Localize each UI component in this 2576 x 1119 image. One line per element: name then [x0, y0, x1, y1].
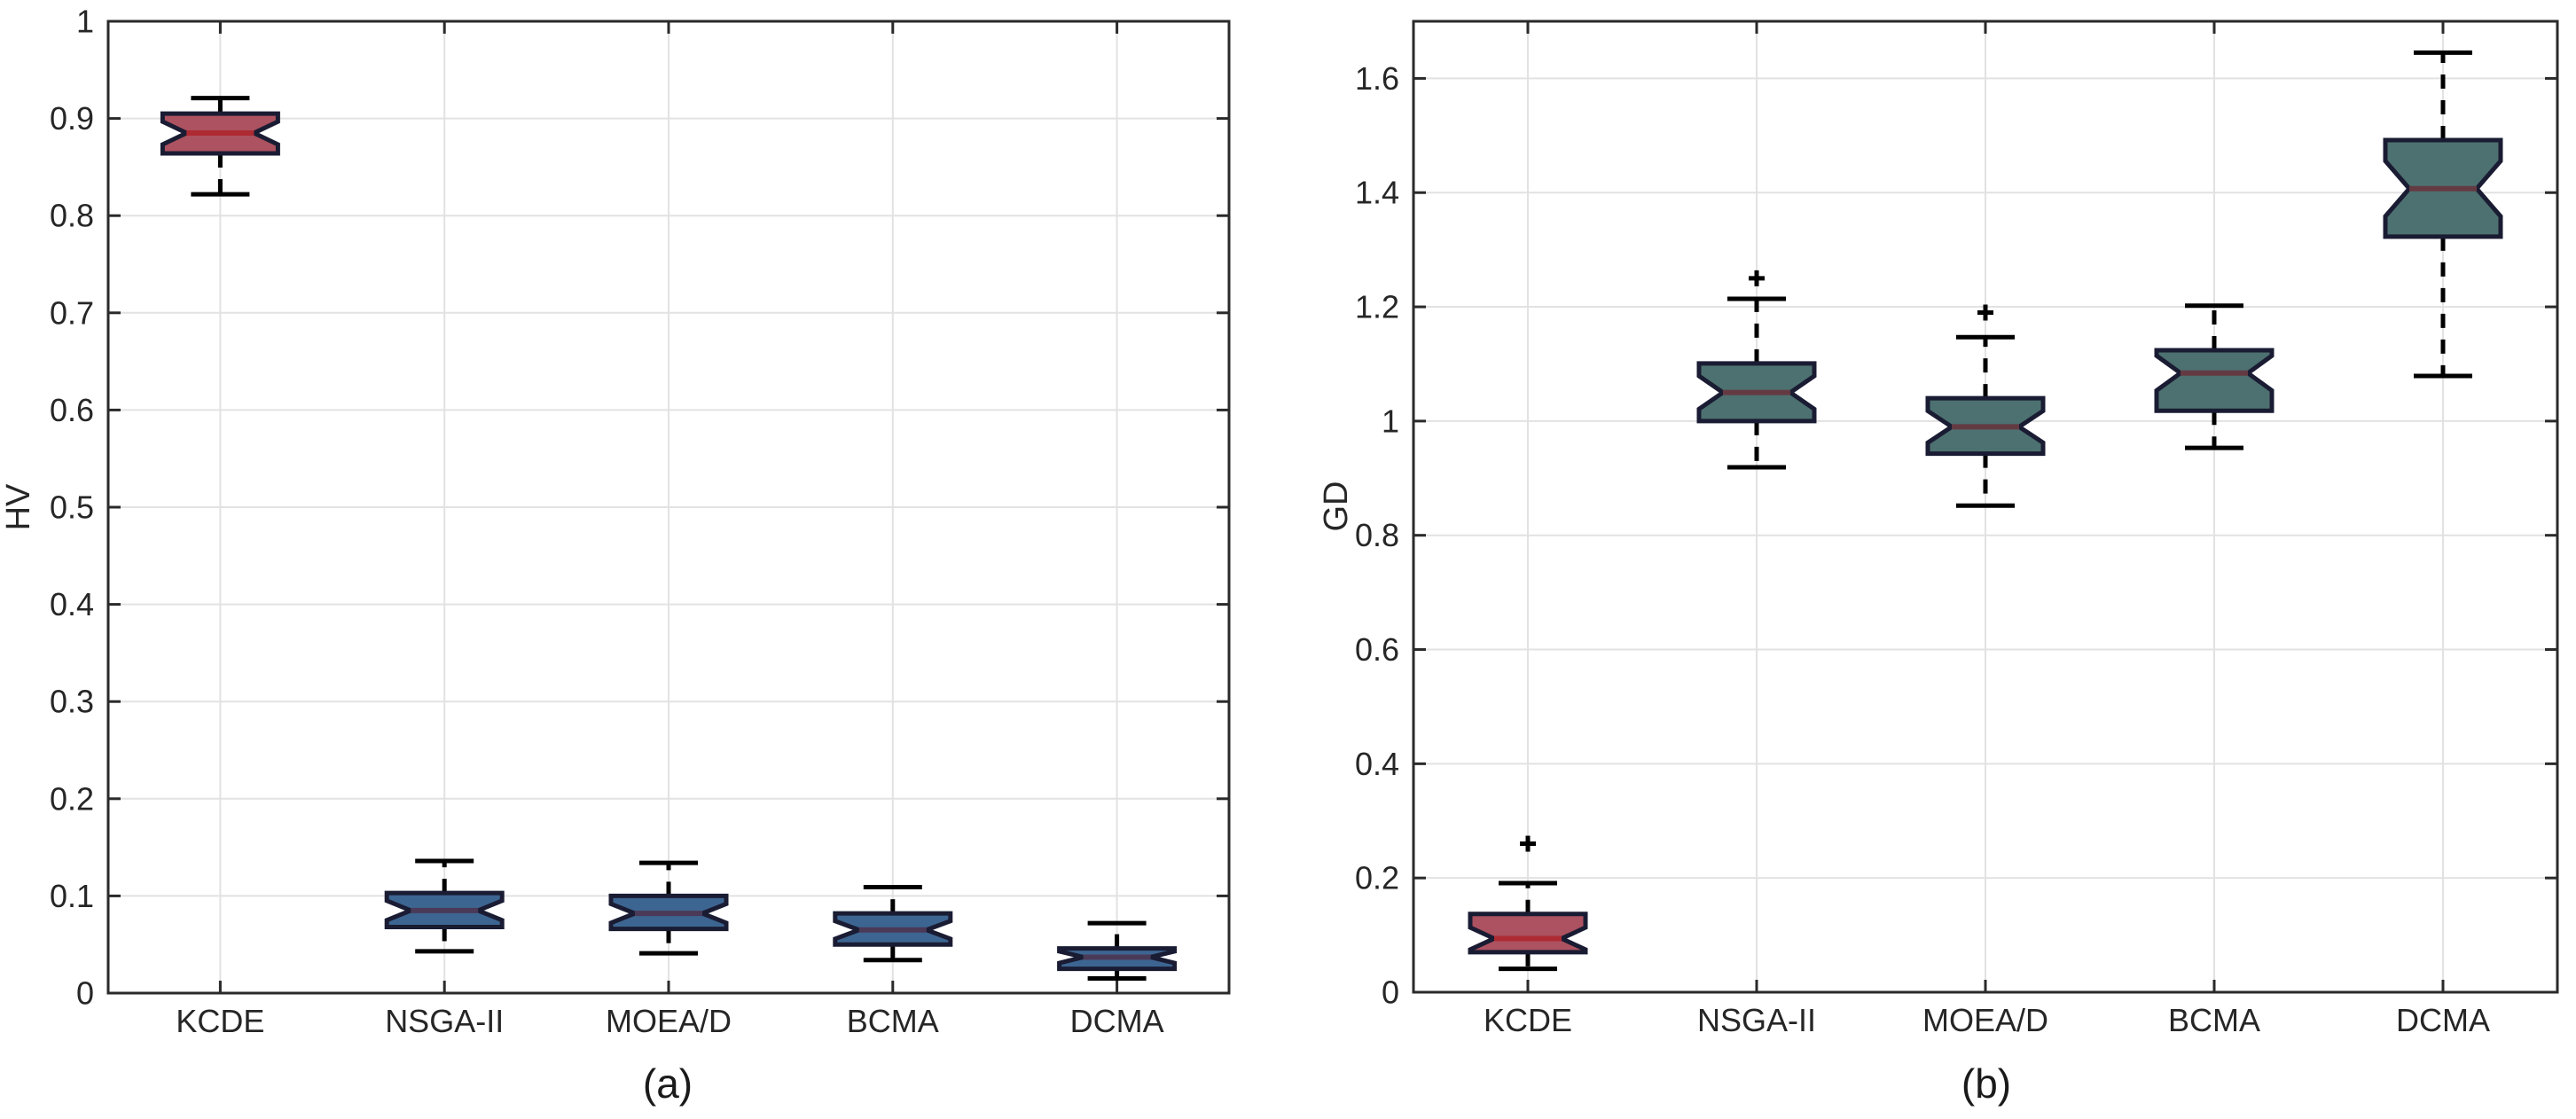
y-tick-label: 1.4	[1355, 175, 1399, 211]
box-kcde	[1468, 912, 1588, 955]
y-tick-label: 0.1	[50, 878, 94, 914]
x-tick-label-nsga-ii: NSGA-II	[385, 1003, 504, 1039]
y-tick-label: 0.2	[50, 780, 94, 817]
x-tick-label-bcma: BCMA	[2168, 1002, 2260, 1038]
y-tick-label: 0.4	[50, 586, 94, 622]
x-tick-label-kcde: KCDE	[176, 1003, 264, 1039]
y-tick-label: 0.7	[50, 294, 94, 331]
y-tick-label: 0.6	[50, 392, 94, 428]
x-tick-label-dcma: DCMA	[1070, 1003, 1164, 1039]
x-tick-label-moea-d: MOEA/D	[1922, 1002, 2048, 1038]
y-tick-label: 1	[1382, 403, 1399, 439]
x-tick-label-nsga-ii: NSGA-II	[1697, 1002, 1816, 1038]
y-tick-label: 0	[1382, 974, 1399, 1011]
y-tick-label: 0.4	[1355, 746, 1399, 782]
subplot-caption-a: (a)	[642, 1060, 693, 1107]
y-axis-label-gd: GD	[1318, 481, 1355, 532]
subplot-caption-b: (b)	[1961, 1060, 2012, 1107]
box-bcma	[2154, 348, 2275, 413]
y-tick-label: 0.8	[50, 198, 94, 234]
x-tick-label-kcde: KCDE	[1484, 1002, 1572, 1038]
y-tick-label: 0.5	[50, 489, 94, 526]
y-tick-label: 0.3	[50, 684, 94, 720]
y-tick-label: 0	[76, 975, 94, 1012]
y-tick-label: 0.8	[1355, 517, 1399, 553]
x-tick-label-dcma: DCMA	[2396, 1002, 2490, 1038]
y-tick-label: 0.6	[1355, 631, 1399, 668]
x-tick-label-moea-d: MOEA/D	[606, 1003, 732, 1039]
y-axis-label-hv: HV	[0, 483, 37, 531]
y-tick-label: 1.2	[1355, 289, 1399, 325]
y-tick-label: 1.6	[1355, 60, 1399, 97]
y-tick-label: 0.9	[50, 100, 94, 137]
y-tick-label: 1	[76, 4, 94, 40]
y-tick-label: 0.2	[1355, 860, 1399, 896]
x-tick-label-bcma: BCMA	[847, 1003, 939, 1039]
